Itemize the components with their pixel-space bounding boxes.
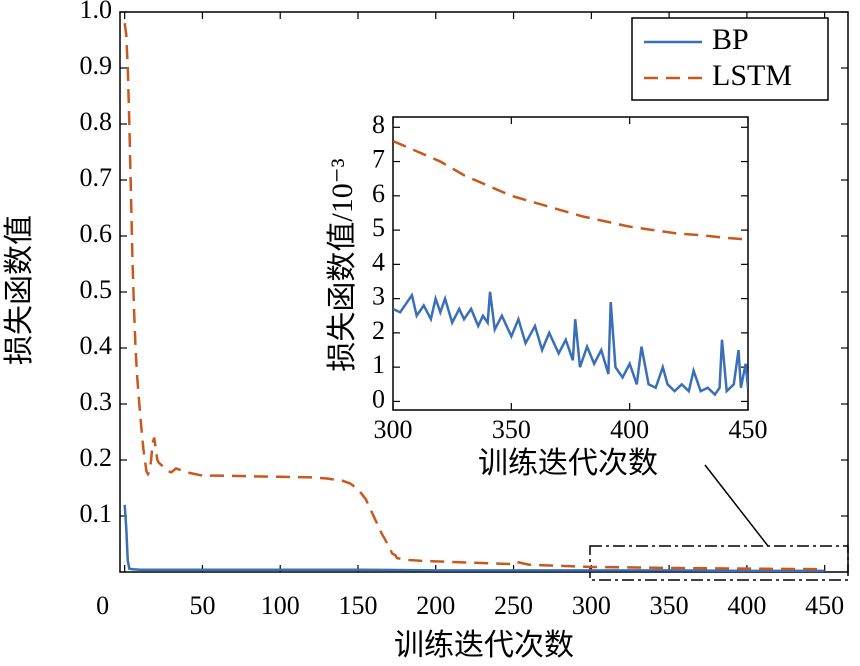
- zoom-connector: [704, 464, 769, 547]
- x-tick-label: 50: [189, 591, 215, 620]
- y-tick-label: 1: [372, 350, 385, 379]
- y-tick-label: 2: [372, 316, 385, 345]
- y-tick-label: 7: [372, 145, 385, 174]
- x-tick-label: 350: [650, 591, 689, 620]
- x-axis-label: 训练迭代次数: [478, 447, 658, 480]
- y-tick-label: 0: [372, 384, 385, 413]
- inset-background: [393, 117, 748, 410]
- x-tick-label: 300: [374, 415, 413, 444]
- y-tick-label: 6: [372, 179, 385, 208]
- y-tick-label: 0.7: [80, 163, 113, 192]
- y-tick-label: 0.9: [80, 51, 113, 80]
- y-tick-label: 0.1: [80, 499, 113, 528]
- series-line: [123, 23, 825, 571]
- series-line: [393, 139, 748, 241]
- y-tick-label: 3: [372, 282, 385, 311]
- x-tick-label: 0: [96, 591, 109, 620]
- y-axis-label: 损失函数值: [3, 215, 36, 365]
- y-tick-label: 8: [372, 110, 385, 139]
- x-tick-label: 100: [261, 591, 300, 620]
- series-line: [123, 504, 825, 572]
- x-tick-label: 450: [805, 591, 844, 620]
- x-tick-label: 250: [494, 591, 533, 620]
- legend-box: [631, 17, 829, 101]
- x-tick-label: 400: [727, 591, 766, 620]
- x-axis-label: 训练迭代次数: [394, 629, 574, 662]
- y-tick-label: 0.3: [80, 387, 113, 416]
- y-tick-label: 0.6: [80, 219, 113, 248]
- plot-frame: [392, 116, 749, 411]
- legend-label: LSTM: [712, 59, 792, 92]
- y-tick-label: 4: [372, 247, 385, 276]
- y-axis-label: 损失函数值/10⁻³: [326, 158, 359, 371]
- series-line: [393, 291, 748, 397]
- legend-label: BP: [712, 23, 749, 56]
- y-tick-label: 0.2: [80, 443, 113, 472]
- x-tick-label: 350: [492, 415, 531, 444]
- x-tick-label: 450: [729, 415, 768, 444]
- y-tick-label: 1.0: [80, 0, 113, 24]
- x-tick-label: 300: [572, 591, 611, 620]
- y-tick-label: 0.5: [80, 275, 113, 304]
- y-tick-label: 0.8: [80, 107, 113, 136]
- y-tick-label: 0.4: [80, 331, 113, 360]
- x-tick-label: 200: [416, 591, 455, 620]
- zoom-region: [589, 545, 849, 581]
- y-tick-label: 5: [372, 213, 385, 242]
- x-tick-label: 150: [339, 591, 378, 620]
- x-tick-label: 400: [610, 415, 649, 444]
